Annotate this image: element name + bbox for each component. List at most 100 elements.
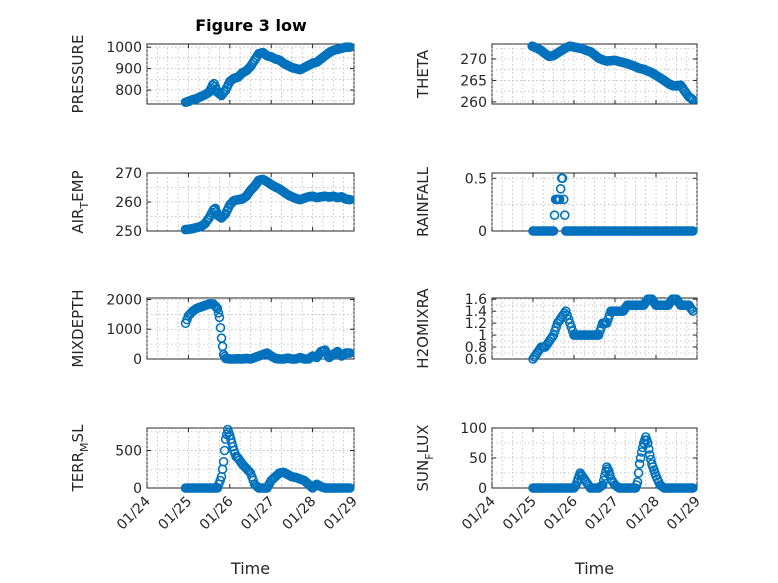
y-tick-label: 1.6 [465, 292, 487, 308]
y-label-subscript: T [78, 202, 91, 210]
y-label-main: SUN [414, 460, 432, 492]
data-point [345, 194, 355, 205]
x-tick-label: 01/27 [238, 494, 278, 534]
axes-frame [146, 43, 355, 105]
y-tick-label: 1 [478, 328, 487, 344]
marker-series [180, 42, 355, 108]
y-label-main: H2OMIXRA [414, 288, 432, 369]
data-point [557, 173, 568, 184]
data-point [596, 481, 607, 491]
y-tick-label: 0.6 [465, 352, 487, 368]
y-label-subscript: M [78, 442, 91, 452]
y-tick-label: 265 [460, 73, 487, 89]
y-label-main: TERR [69, 452, 87, 493]
y-tick-label: 800 [115, 83, 142, 99]
subplot-mixdepth: 0 1000 2000 MIXDEPTH [69, 289, 355, 368]
y-tick-label: 0 [133, 481, 142, 497]
data-point [688, 483, 698, 493]
y-label-main: AIR [69, 209, 87, 234]
y-label-main: THETA [414, 49, 432, 99]
data-point [605, 470, 615, 480]
y-tick-label: 270 [460, 52, 487, 68]
x-tick-label: 01/28 [280, 494, 320, 534]
data-point [209, 300, 220, 311]
x-tick-label: 01/27 [582, 494, 622, 534]
x-axis-label: Time [230, 559, 270, 578]
y-tick-label: 270 [115, 166, 142, 182]
y-tick-label: 0 [133, 352, 142, 368]
data-point [558, 194, 569, 205]
y-axis-label: TERRMSL [69, 424, 91, 493]
data-point [549, 210, 560, 220]
marker-series [528, 294, 698, 364]
data-point [642, 438, 653, 448]
marker-series [180, 424, 355, 493]
y-label-tail: SL [69, 424, 87, 443]
data-point [632, 477, 643, 487]
y-tick-label: 260 [115, 195, 142, 211]
data-point [559, 210, 570, 220]
x-tick-label: 01/25 [155, 494, 195, 534]
data-point [548, 226, 559, 236]
data-point [597, 480, 608, 490]
figure-title: Figure 3 low [195, 16, 307, 35]
data-point [644, 444, 654, 454]
y-axis-label: H2OMIXRA [414, 288, 432, 369]
data-point [212, 303, 223, 314]
data-point [242, 465, 253, 475]
subplot-pressure: 800 900 1000 PRESSURE [69, 35, 355, 114]
x-tick-label: 01/29 [664, 494, 704, 534]
x-axis-label: Time [574, 559, 614, 578]
x-tick-label: 01/25 [500, 494, 540, 534]
y-axis-label: PRESSURE [69, 35, 87, 114]
subplot-h2omixra: 0.60.811.21.41.6 H2OMIXRA [414, 288, 698, 369]
y-axis-label: RAINFALL [414, 166, 432, 237]
y-axis-label: THETA [414, 49, 432, 99]
data-point [555, 184, 566, 194]
data-point [688, 306, 698, 316]
data-point [554, 194, 565, 205]
data-point [634, 459, 645, 469]
y-tick-label: 500 [115, 444, 142, 460]
data-point [633, 468, 644, 478]
data-point [345, 483, 355, 493]
x-tick-label: 01/26 [541, 493, 581, 533]
subplot-terr_msl: 0 500 01/24 01/25 01/26 01/27 01/28 01/29 TERRMS… [69, 424, 361, 578]
y-tick-label: 900 [115, 62, 142, 78]
y-tick-label: 250 [115, 224, 142, 240]
y-tick-label: 1.4 [465, 304, 487, 320]
y-tick-label: 0 [478, 481, 487, 497]
data-point [686, 93, 697, 104]
data-point [645, 450, 655, 460]
data-point [686, 304, 697, 314]
y-axis-label: AIRTEMP [69, 170, 91, 233]
y-label-main: RAINFALL [414, 166, 432, 237]
marker-series [528, 432, 698, 493]
y-tick-label: 260 [460, 95, 487, 111]
y-tick-label: 2000 [106, 292, 142, 308]
marker-series [528, 173, 698, 236]
x-tick-label: 01/24 [459, 493, 499, 533]
data-point [635, 453, 646, 463]
data-point [214, 312, 225, 323]
x-tick-label: 01/29 [321, 494, 361, 534]
y-tick-label: 50 [469, 451, 487, 467]
subplot-theta: 260 265 270 THETA [414, 41, 698, 111]
y-tick-label: 1000 [106, 40, 142, 56]
y-tick-label: 100 [460, 421, 487, 437]
y-tick-label: 0 [478, 224, 487, 240]
data-point [345, 42, 355, 53]
data-point [218, 456, 229, 467]
data-point [345, 348, 355, 358]
y-label-tail: LUX [414, 425, 432, 454]
marker-series [180, 299, 355, 364]
data-point [211, 302, 221, 312]
axes-frame [491, 427, 698, 489]
y-label-subscript: F [423, 453, 436, 459]
y-tick-label: 0.5 [465, 171, 487, 187]
y-tick-label: 1.2 [465, 316, 487, 332]
y-label-tail: EMP [69, 170, 87, 201]
marker-series [527, 41, 698, 105]
y-axis-label: SUNFLUX [414, 425, 436, 492]
